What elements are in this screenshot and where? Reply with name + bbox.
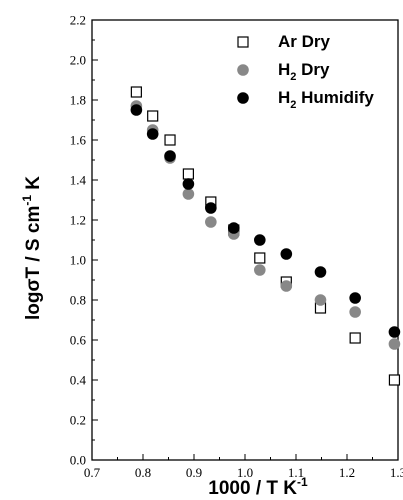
y-tick-label: 1.6 — [70, 133, 87, 148]
y-axis-title: logσT / S cm-1 K — [20, 176, 44, 320]
legend-marker — [237, 36, 249, 48]
legend: Ar Dry H2 Dry H2 Humidify — [237, 32, 374, 111]
data-point — [349, 332, 361, 344]
data-point — [253, 234, 266, 246]
series-h2-humidify — [130, 104, 401, 338]
legend-label: Ar Dry — [278, 32, 331, 51]
data-point — [280, 248, 293, 260]
data-point — [147, 110, 159, 122]
y-tick-label: 1.0 — [70, 253, 86, 268]
data-point — [227, 222, 240, 234]
data-point — [130, 86, 142, 98]
x-tick-label: 1.3 — [390, 465, 403, 480]
data-point — [182, 168, 194, 180]
y-tick-label: 0.8 — [70, 293, 86, 308]
series-ar-dry — [130, 86, 401, 386]
legend-label: H2 Dry — [278, 60, 330, 83]
data-series — [130, 86, 401, 386]
x-tick-label: 0.9 — [186, 465, 202, 480]
plot-border — [91, 19, 399, 461]
data-point — [205, 202, 217, 214]
x-tick-label: 0.8 — [135, 465, 151, 480]
data-point — [349, 292, 361, 304]
data-point — [130, 104, 143, 116]
legend-marker — [237, 64, 249, 76]
data-point — [164, 134, 176, 146]
y-axis-ticks: 0.0 0.2 0.4 0.6 0.8 1.0 1.2 1.4 1.6 1.8 2.0 2.2 — [70, 13, 98, 468]
y-tick-label: 0.2 — [70, 413, 86, 428]
data-point — [280, 280, 293, 292]
data-point — [205, 216, 217, 228]
data-point — [253, 264, 266, 276]
y-tick-label: 1.8 — [70, 93, 86, 108]
data-point — [388, 326, 401, 338]
y-tick-label: 0.4 — [70, 373, 87, 388]
data-point — [182, 188, 195, 200]
legend-label: H2 Humidify — [278, 88, 374, 111]
data-point — [388, 338, 401, 350]
x-axis-ticks: 0.7 0.8 0.9 1.0 1.1 1.2 1.3 — [84, 454, 403, 480]
data-point — [349, 306, 361, 318]
x-axis-title: 1000 / T K-1 — [208, 475, 308, 499]
y-tick-label: 1.2 — [70, 213, 86, 228]
data-point — [388, 374, 401, 386]
data-point — [254, 252, 266, 264]
x-tick-label: 1.2 — [339, 465, 355, 480]
legend-marker — [237, 92, 249, 104]
y-tick-label: 2.0 — [70, 53, 86, 68]
data-point — [146, 128, 159, 140]
plot-frame — [91, 19, 399, 461]
data-point — [182, 178, 195, 190]
x-tick-label: 1.1 — [288, 465, 304, 480]
data-point — [314, 294, 327, 306]
y-tick-label: 0.6 — [70, 333, 87, 348]
x-tick-label: 1.0 — [237, 465, 253, 480]
y-tick-label: 0.0 — [70, 453, 86, 468]
y-tick-label: 1.4 — [70, 173, 87, 188]
data-point — [164, 150, 176, 162]
data-point — [314, 266, 327, 278]
x-tick-label: 0.7 — [84, 465, 101, 480]
y-tick-label: 2.2 — [70, 13, 86, 28]
